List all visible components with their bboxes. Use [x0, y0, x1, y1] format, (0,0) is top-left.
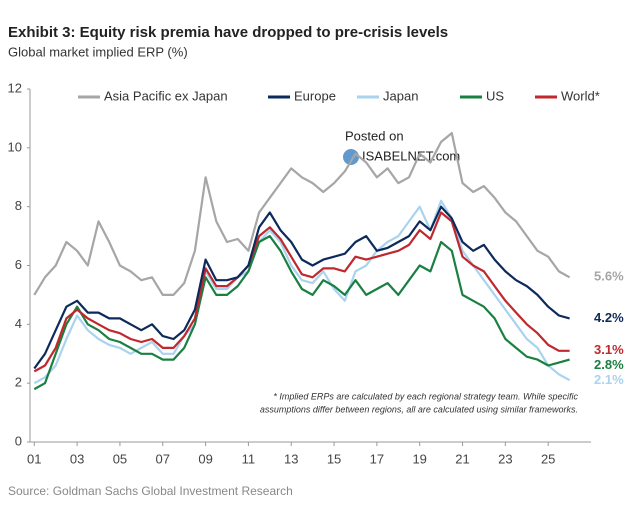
- x-tick-label: 19: [412, 451, 426, 466]
- legend-label: Japan: [383, 88, 418, 103]
- legend-label: Asia Pacific ex Japan: [104, 88, 228, 103]
- watermark: ISABELNET.com: [362, 148, 460, 163]
- y-tick-label: 10: [8, 139, 22, 154]
- line-series: [33, 199, 571, 385]
- x-tick-label: 25: [541, 451, 555, 466]
- y-tick-label: 12: [8, 80, 22, 95]
- y-tick-label: 0: [15, 433, 22, 448]
- source: Source: Goldman Sachs Global Investment …: [8, 484, 293, 498]
- footnote: * Implied ERPs are calculated by each re…: [273, 391, 578, 401]
- chart-subtitle: Global market implied ERP (%): [8, 44, 188, 59]
- x-tick-label: 05: [113, 451, 127, 466]
- chart-title: Exhibit 3: Equity risk premia have dropp…: [8, 24, 448, 41]
- watermark: Posted on: [345, 128, 404, 143]
- footnote: assumptions differ between regions, all …: [260, 404, 578, 414]
- legend-label: US: [486, 88, 504, 103]
- end-label: 4.2%: [594, 310, 624, 325]
- x-tick-label: 11: [242, 451, 256, 466]
- y-tick-label: 4: [15, 316, 22, 331]
- x-tick-label: 21: [455, 451, 469, 466]
- y-tick-label: 2: [15, 375, 22, 390]
- line-series: [33, 205, 570, 370]
- x-tick-label: 09: [198, 451, 212, 466]
- x-tick-label: 01: [27, 451, 41, 466]
- x-tick-label: 15: [327, 451, 341, 466]
- end-label: 2.8%: [594, 357, 624, 372]
- x-tick-label: 17: [370, 451, 384, 466]
- end-label: 5.6%: [594, 269, 624, 284]
- end-label: 3.1%: [594, 342, 624, 357]
- x-tick-label: 13: [284, 451, 298, 466]
- line-series: [33, 132, 571, 296]
- line-series: [33, 235, 570, 391]
- y-tick-label: 8: [15, 198, 22, 213]
- x-tick-label: 07: [156, 451, 170, 466]
- x-tick-label: 03: [70, 451, 84, 466]
- y-tick-label: 6: [15, 257, 22, 272]
- end-label: 2.1%: [594, 372, 624, 387]
- x-tick-label: 23: [498, 451, 512, 466]
- legend-label: World*: [561, 88, 600, 103]
- legend-label: Europe: [294, 88, 336, 103]
- line-series: [33, 211, 570, 373]
